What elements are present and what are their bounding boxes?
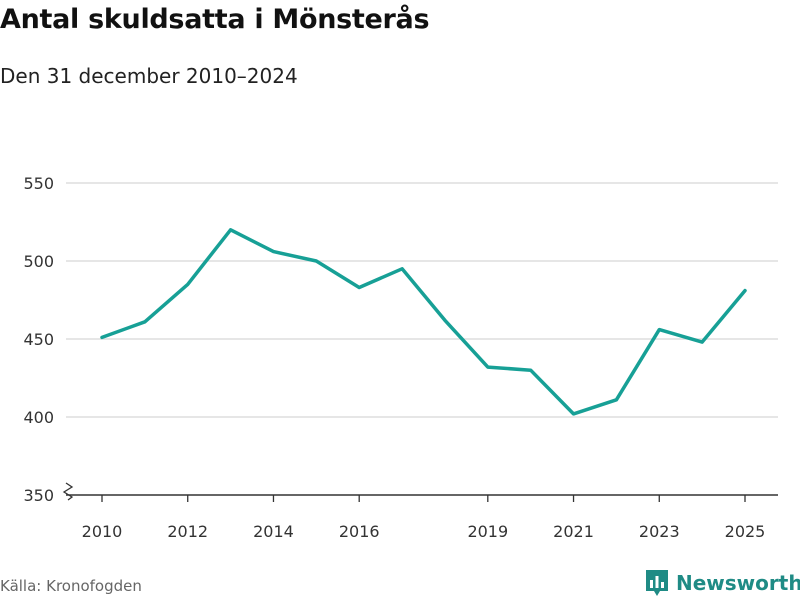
bar-chart-icon	[646, 570, 668, 596]
y-tick-label-400: 400	[23, 408, 54, 427]
x-tick-label-2016: 2016	[339, 522, 380, 541]
newsworthy-logo: Newsworthy	[644, 568, 800, 598]
series-line-0	[100, 228, 747, 416]
axis-break-icon	[62, 482, 74, 501]
chart-subtitle: Den 31 december 2010–2024	[0, 64, 298, 88]
y-tick-label-350: 350	[23, 486, 54, 505]
y-tick-label-550: 550	[23, 174, 54, 193]
x-tick-label-2023: 2023	[639, 522, 680, 541]
source-note: Källa: Kronofogden	[0, 577, 142, 595]
chart-title: Antal skuldsatta i Mönsterås	[0, 4, 430, 35]
line-chart: 350 400 450 500 550 2010 2012 2014 2016 2019 2021 2…	[23, 174, 778, 541]
x-tick-label-2012: 2012	[167, 522, 208, 541]
y-tick-label-450: 450	[23, 330, 54, 349]
x-tick-label-2014: 2014	[253, 522, 294, 541]
x-tick-label-2025: 2025	[725, 522, 766, 541]
x-tick-label-2010: 2010	[82, 522, 123, 541]
brand-name: Newsworthy	[676, 571, 800, 595]
x-tick-label-2021: 2021	[553, 522, 594, 541]
x-tick-label-2019: 2019	[467, 522, 508, 541]
y-tick-label-500: 500	[23, 252, 54, 271]
